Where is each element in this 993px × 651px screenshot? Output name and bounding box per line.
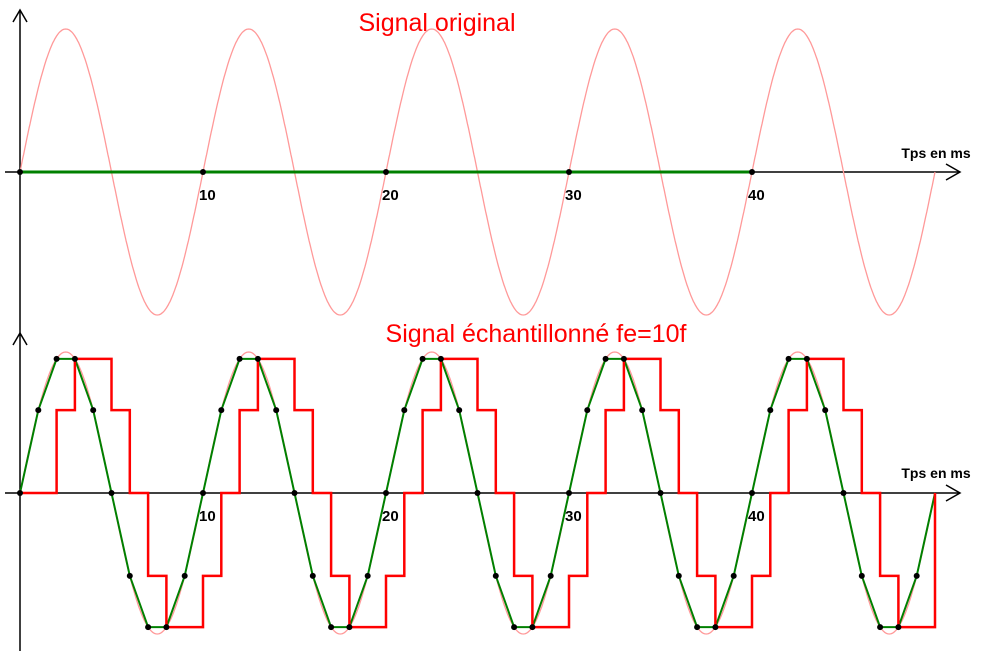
sample-point [803,355,810,362]
sample-point [913,572,920,579]
sample-point [328,624,335,631]
sample-point [126,572,133,579]
sample-point [163,624,170,631]
sample-point [364,572,371,579]
chart-title: Signal échantillonné fe=10f [386,320,687,348]
sample-point [822,407,829,414]
sample-point [492,572,499,579]
sample-point [602,355,609,362]
sample-point [437,355,444,362]
sample-point [474,490,481,496]
x-tick-label: 10 [199,187,216,204]
sample-point [529,624,536,631]
sample-point [200,490,206,496]
sample-point [749,490,755,496]
sample-point [877,624,884,631]
sample-point [840,490,847,496]
original-signal-panel: 10 20 30 40 Signal original Tps en ms [5,8,971,336]
sample-point [309,572,316,579]
x-axis-arrow-icon [945,484,962,502]
sample-point [730,572,737,579]
zero-order-hold-line [20,357,937,629]
x-tick-label: 30 [565,187,582,204]
sample-point [566,490,572,496]
sample-point [383,490,389,496]
sample-point [145,624,152,631]
sample-point [639,407,646,414]
x-axis-arrow-icon [945,163,962,181]
x-tick-label: 10 [199,508,216,525]
sample-point [35,407,42,414]
sample-point [657,490,664,496]
sample-point [712,624,719,631]
sample-point [785,355,792,362]
sample-point [200,169,206,175]
sample-point [419,355,426,362]
x-tick-label: 20 [382,508,399,525]
sample-point [566,169,572,175]
sample-point [254,355,261,362]
sample-point [236,355,243,362]
sample-point [694,624,701,631]
x-axis-label: Tps en ms [901,145,970,161]
sample-point [53,355,60,362]
x-tick-label: 20 [382,187,399,204]
sample-point [749,169,755,175]
y-axis-arrow-icon [12,8,28,23]
sample-point [675,572,682,579]
x-tick-label: 30 [565,508,582,525]
sample-point [584,407,591,414]
y-axis-arrow-icon [12,331,28,346]
sample-point [90,407,97,414]
x-axis-label: Tps en ms [901,465,970,481]
sample-point [383,169,389,175]
sample-point [895,624,902,631]
sample-point [456,407,463,414]
sample-point [218,407,225,414]
sample-point [17,169,23,175]
chart-title: Signal original [358,9,515,37]
sample-point [273,407,280,414]
sample-point [181,572,188,579]
sample-point [108,490,115,496]
sample-point [620,355,627,362]
sample-point [71,355,78,362]
x-tick-label: 40 [748,508,765,525]
sample-point [547,572,554,579]
sampled-signal-panel: 10 20 30 40 Signal échantillonné fe=10f Tps… [5,320,971,651]
sample-point [767,407,774,414]
sample-point [858,572,865,579]
sample-point [511,624,518,631]
x-tick-label: 40 [748,187,765,204]
sample-point [346,624,353,631]
sample-point [291,490,298,496]
sample-point [401,407,408,414]
sample-point [17,490,23,496]
